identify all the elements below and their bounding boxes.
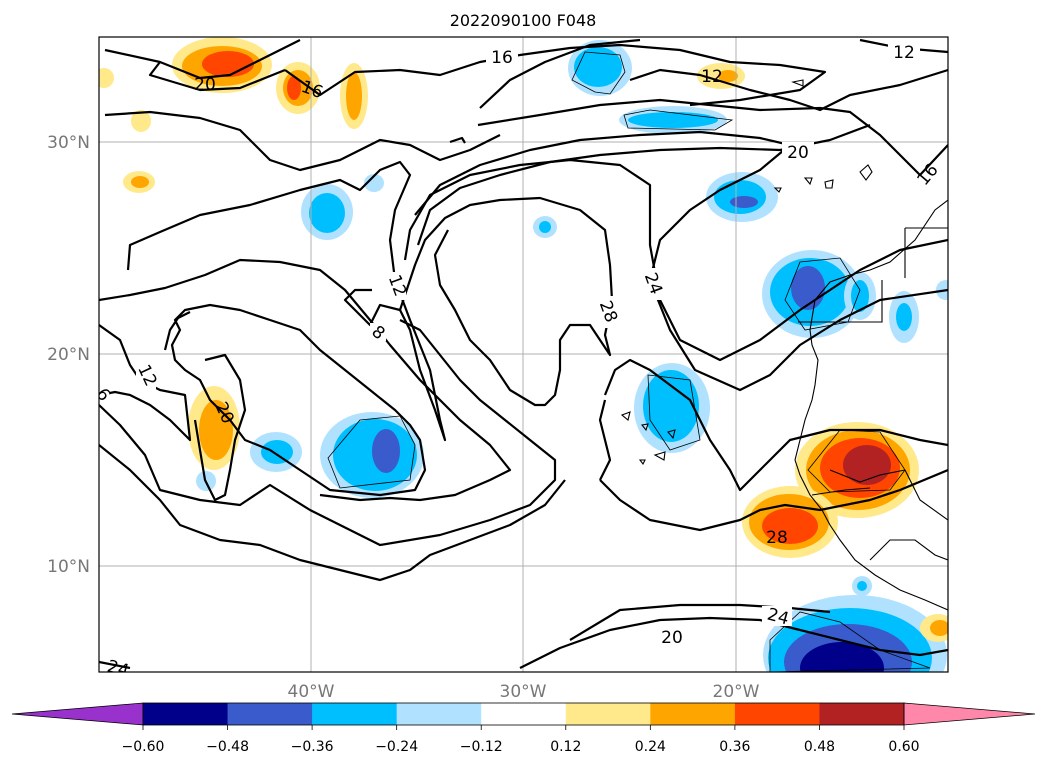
colorbar-segment xyxy=(227,703,313,725)
colorbar-tick-label: 0.48 xyxy=(804,739,835,755)
colorbar-tick-label: 0.24 xyxy=(635,739,666,755)
figure-title: 2022090100 F048 xyxy=(450,11,597,30)
colorbar-tick-label: 0.12 xyxy=(550,739,581,755)
lon-label: 40°W xyxy=(288,682,335,702)
colorbar-tick-label: −0.60 xyxy=(122,739,165,755)
colorbar-segment xyxy=(819,703,905,725)
latitude-labels: 30°N 20°N 10°N xyxy=(47,133,90,577)
colorbar-segment xyxy=(734,703,820,725)
coastlines xyxy=(620,79,948,611)
lat-label: 20°N xyxy=(47,345,90,365)
colorbar-segment xyxy=(565,703,651,725)
colorbar-tick-label: −0.12 xyxy=(460,739,503,755)
colorbar-segment xyxy=(650,703,736,725)
lon-label: 20°W xyxy=(713,682,760,702)
colorbar-outline xyxy=(142,702,905,726)
contour-label: 16 xyxy=(491,48,513,68)
contour-label: 12 xyxy=(701,67,723,87)
map-frame xyxy=(98,36,949,673)
colorbar-segment xyxy=(143,703,229,725)
contour-label: 28 xyxy=(766,528,788,548)
contour-label: 20 xyxy=(661,628,683,648)
colorbar-tick-label: 0.36 xyxy=(719,739,750,755)
colorbar-tick-label: 0.60 xyxy=(888,739,919,755)
colorbar-extend-high xyxy=(903,702,1036,726)
colorbar: −0.60 −0.48 −0.36 −0.24 −0.12 0.12 0.24 0.36 0.4… xyxy=(11,702,1036,755)
contour-label: 24 xyxy=(105,657,131,682)
lat-label: 30°N xyxy=(47,133,90,153)
contour-label: 12 xyxy=(893,43,915,63)
colorbar-segment xyxy=(396,703,482,725)
map-panel: 16 12 20 16 12 20 16 24 28 12 8 12 6 20 … xyxy=(99,37,948,682)
lat-label: 10°N xyxy=(47,557,90,577)
colorbar-tick-label: −0.48 xyxy=(206,739,249,755)
contour-label: 20 xyxy=(194,75,216,95)
colorbar-segment xyxy=(312,703,398,725)
colorbar-segment xyxy=(481,703,567,725)
contour-labels: 16 12 20 16 12 20 16 24 28 12 8 12 6 20 … xyxy=(99,43,943,682)
colorbar-tick-label: −0.24 xyxy=(375,739,418,755)
contour-label: 16 xyxy=(913,160,942,189)
grid-lines xyxy=(99,37,948,672)
colorbar-tick-label: −0.36 xyxy=(291,739,334,755)
longitude-labels: 40°W 30°W 20°W xyxy=(288,682,760,702)
anomaly-shading xyxy=(99,37,948,672)
lon-label: 30°W xyxy=(500,682,547,702)
contour-label: 20 xyxy=(787,143,809,163)
colorbar-extend-low xyxy=(11,702,144,726)
